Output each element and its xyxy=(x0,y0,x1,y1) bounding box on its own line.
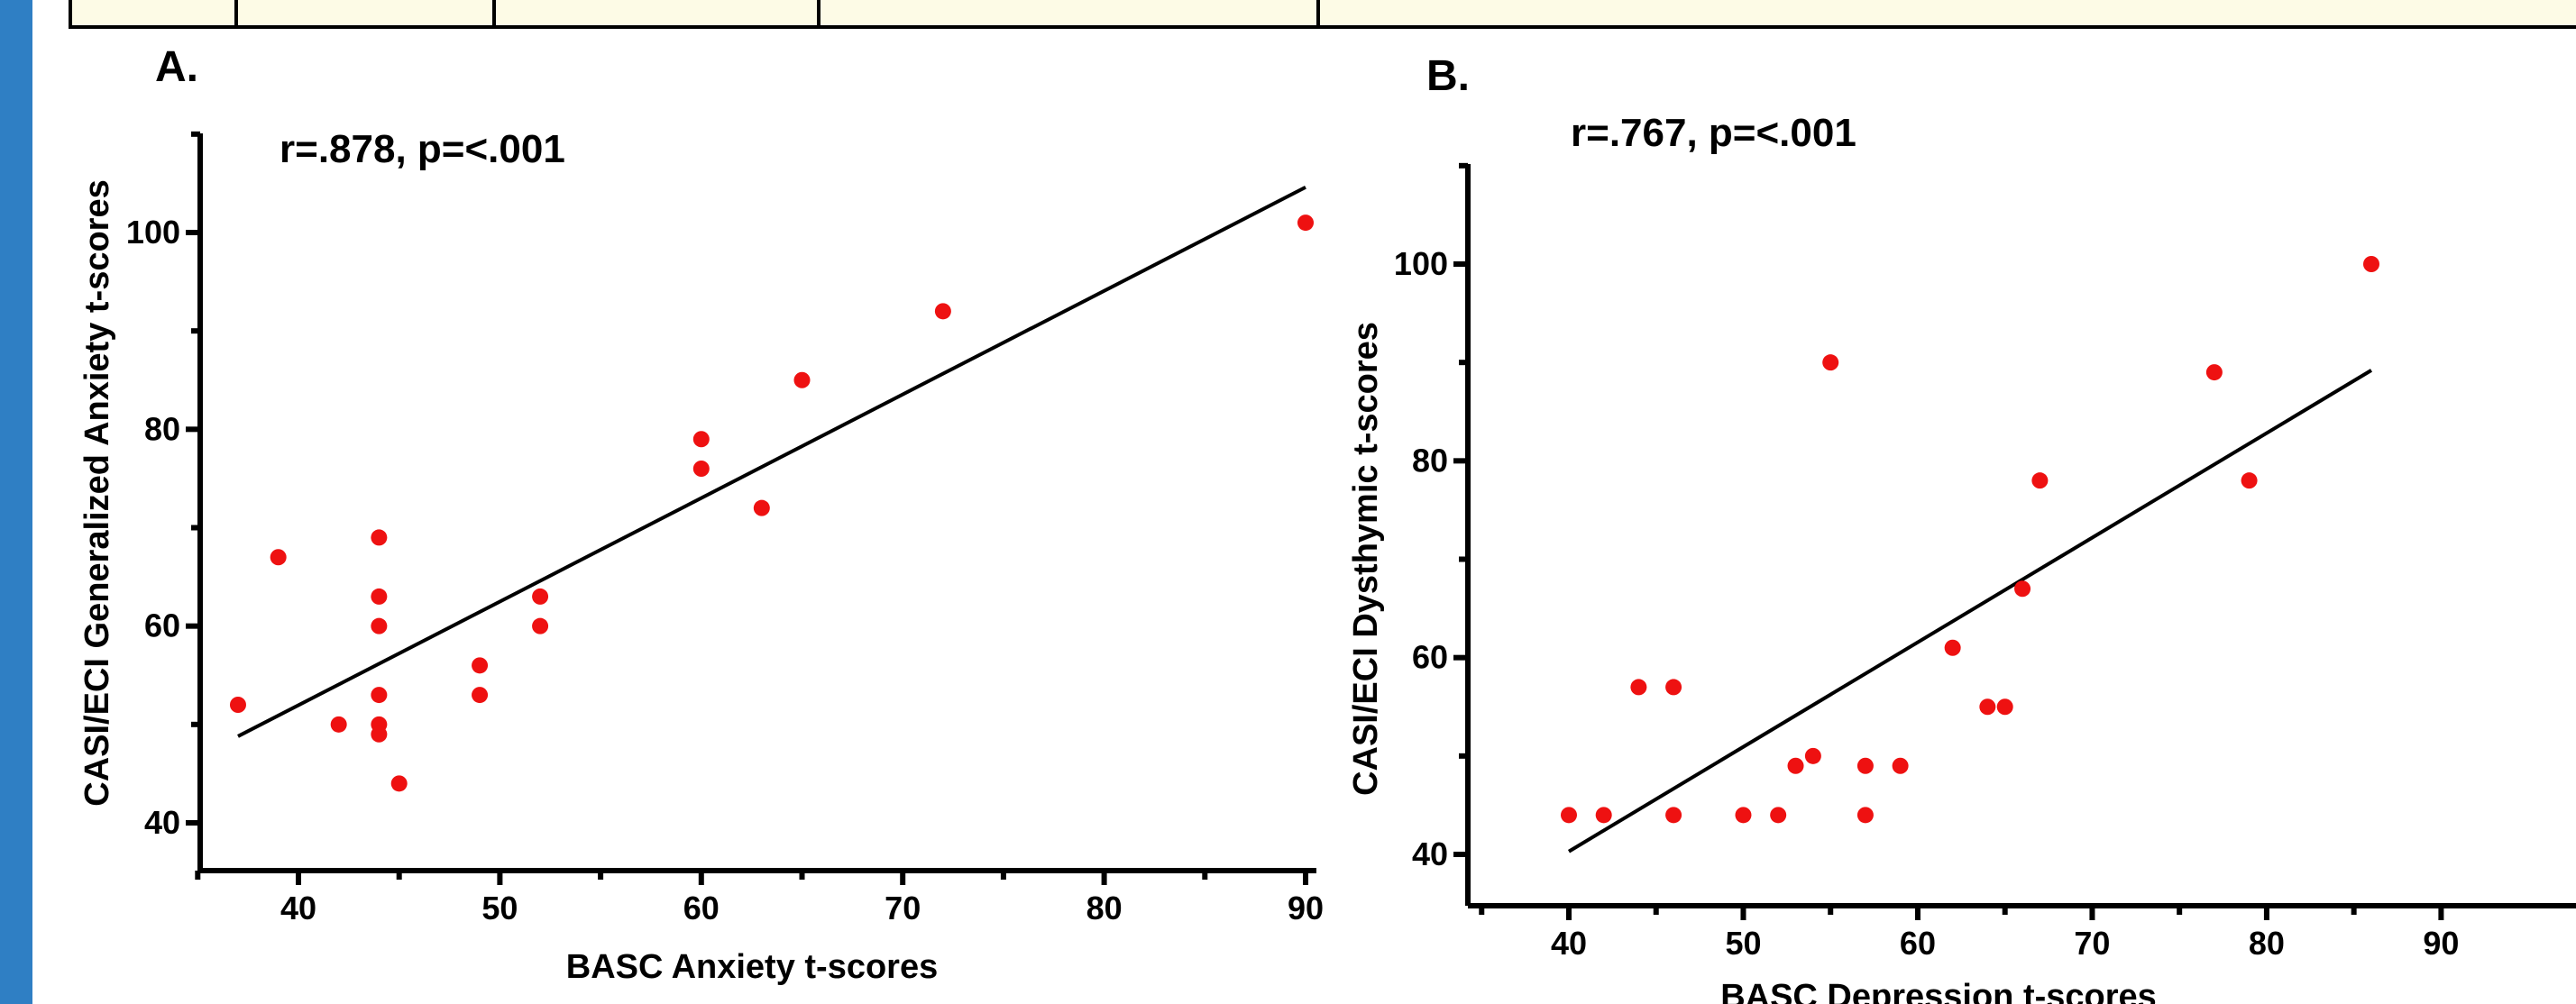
x-tick-label-b: 90 xyxy=(2423,925,2459,962)
panel-label-b: B. xyxy=(1426,52,1470,100)
data-point xyxy=(1822,354,1839,371)
data-point xyxy=(270,549,287,566)
x-tick-label-b: 40 xyxy=(1551,925,1587,962)
data-point xyxy=(692,431,710,448)
data-point xyxy=(330,716,347,733)
data-point xyxy=(1665,679,1682,696)
axes-b: 40 60 80 100 40 50 60 70 80 90 xyxy=(1394,162,2576,962)
data-point xyxy=(371,687,388,704)
data-point xyxy=(692,461,710,477)
data-point xyxy=(1735,807,1752,824)
correlation-annotation-a: r=.878, p=<.001 xyxy=(280,127,565,171)
data-point xyxy=(793,371,811,388)
x-tick-label-b: 70 xyxy=(2074,925,2110,962)
x-tick-label-a: 40 xyxy=(280,890,316,926)
table-divider xyxy=(817,0,820,25)
data-point xyxy=(2241,472,2258,489)
data-points-b xyxy=(1561,256,2379,824)
x-tick-label-a: 80 xyxy=(1086,890,1123,926)
correlation-annotation-b: r=.767, p=<.001 xyxy=(1571,111,1856,155)
y-axis-title-b: CASI/ECI Dysthymic t-scores xyxy=(1347,322,1385,796)
data-point xyxy=(1892,757,1909,774)
y-axis-title-a: CASI/ECI Generalized Anxiety t-scores xyxy=(78,179,116,807)
regression-line-a xyxy=(237,186,1306,738)
y-tick-label-a: 40 xyxy=(144,804,180,841)
y-tick-label-b: 80 xyxy=(1412,442,1448,479)
data-point xyxy=(1979,698,1996,716)
table-divider xyxy=(492,0,496,25)
axes-a: 40 60 80 100 40 50 60 70 80 90 xyxy=(126,131,1324,926)
data-point xyxy=(2205,364,2223,381)
x-tick-label-a: 60 xyxy=(683,890,720,926)
data-point xyxy=(1996,698,2013,716)
data-point xyxy=(472,687,489,704)
x-axis-title-a: BASC Anxiety t-scores xyxy=(566,948,939,986)
data-point xyxy=(371,529,388,546)
x-tick-label-a: 90 xyxy=(1288,890,1324,926)
data-point xyxy=(1856,807,1874,824)
x-tick-label-a: 50 xyxy=(481,890,518,926)
data-point xyxy=(1944,639,1961,656)
data-point xyxy=(1856,757,1874,774)
panel-label-a: A. xyxy=(155,43,198,91)
data-point xyxy=(229,697,246,713)
data-point xyxy=(1665,807,1682,824)
table-divider xyxy=(1316,0,1320,25)
left-accent-bar xyxy=(0,0,32,1004)
data-point xyxy=(1561,807,1577,824)
table-divider xyxy=(234,0,238,25)
scatter-panel-b: B. r=.767, p=<.001 40 60 80 100 40 50 60 70 80 90… xyxy=(1347,52,2576,1004)
data-point xyxy=(2363,256,2379,272)
data-point xyxy=(1630,679,1647,696)
data-point xyxy=(371,588,388,605)
data-point xyxy=(2031,472,2049,489)
y-tick-label-b: 100 xyxy=(1394,245,1448,282)
top-table-edge xyxy=(69,0,2576,29)
data-points-a xyxy=(229,214,1314,792)
data-point xyxy=(472,657,489,674)
x-axis-title-b: BASC Depression t-scores xyxy=(1720,978,2157,1004)
scatter-panel-a: A. r=.878, p=<.001 40 60 80 100 40 50 60 70 80 90… xyxy=(78,43,1324,986)
data-point xyxy=(1297,214,1314,232)
y-tick-label-a: 60 xyxy=(144,607,180,644)
data-point xyxy=(371,617,388,634)
x-tick-label-b: 50 xyxy=(1725,925,1761,962)
y-tick-label-b: 40 xyxy=(1412,835,1448,872)
data-point xyxy=(532,588,549,605)
data-point xyxy=(1804,747,1821,764)
data-point xyxy=(1595,807,1612,824)
data-point xyxy=(1770,807,1787,824)
x-tick-label-b: 60 xyxy=(1900,925,1936,962)
data-point xyxy=(934,303,951,320)
data-point xyxy=(371,726,388,743)
y-tick-label-a: 80 xyxy=(144,410,180,447)
data-point xyxy=(1787,757,1804,774)
x-tick-label-b: 80 xyxy=(2249,925,2285,962)
y-tick-label-b: 60 xyxy=(1412,639,1448,676)
regression-line-b xyxy=(1567,369,2373,853)
data-point xyxy=(532,617,549,634)
x-tick-label-a: 70 xyxy=(885,890,921,926)
y-tick-label-a: 100 xyxy=(126,214,180,251)
data-point xyxy=(390,775,408,792)
data-point xyxy=(2014,580,2031,598)
data-point xyxy=(753,499,770,516)
